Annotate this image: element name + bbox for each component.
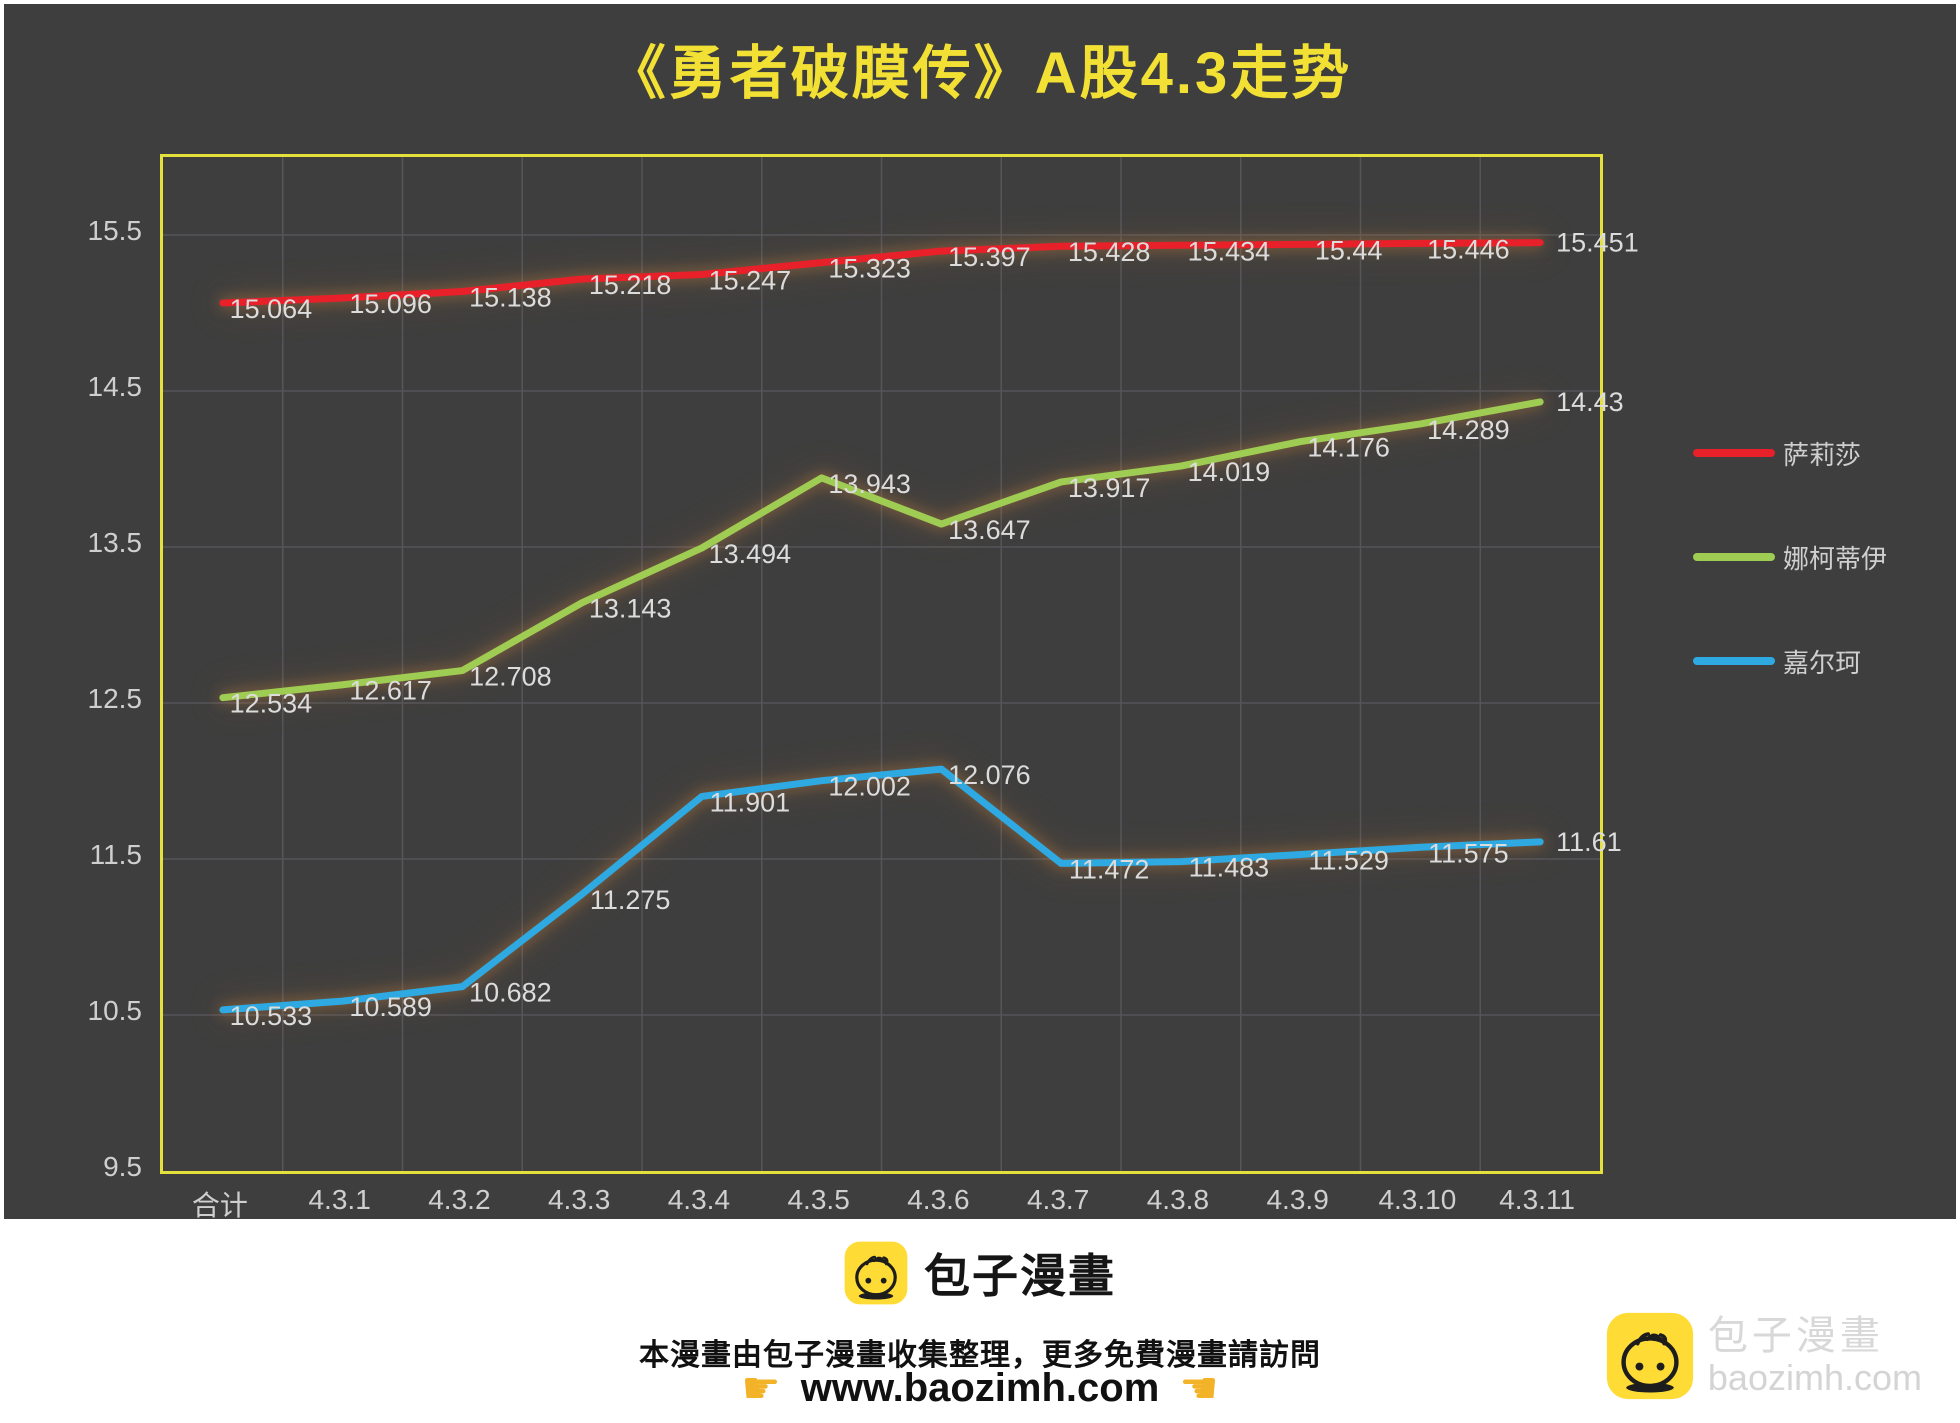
data-point-label: 11.575 — [1428, 838, 1509, 868]
data-point-label: 13.647 — [948, 515, 1031, 545]
x-tick-label: 4.3.2 — [428, 1184, 491, 1215]
data-point-label: 12.534 — [230, 689, 313, 719]
data-point-label: 12.708 — [469, 662, 552, 692]
series-line — [219, 398, 1544, 702]
x-tick-label: 4.3.5 — [787, 1184, 850, 1215]
x-tick-label: 合计 — [191, 1190, 248, 1221]
data-point-label: 13.494 — [709, 539, 792, 569]
y-tick-label: 14.5 — [87, 371, 143, 402]
x-tick-label: 4.3.3 — [547, 1184, 611, 1215]
data-point-label: 11.472 — [1069, 854, 1150, 884]
data-point-label: 15.247 — [709, 265, 792, 295]
footer-brand-row: 包子漫畫 — [0, 1240, 1960, 1306]
pointing-left-icon: ☚ — [1179, 1363, 1219, 1413]
data-point-label: 15.451 — [1556, 228, 1639, 258]
legend-swatch — [1693, 449, 1775, 457]
data-point-label: 12.617 — [349, 676, 432, 706]
y-tick-label: 13.5 — [87, 527, 143, 558]
footer-note: 本漫畫由包子漫畫收集整理，更多免費漫畫請訪問 — [639, 1339, 1321, 1372]
data-point-label: 15.323 — [828, 254, 911, 284]
x-tick-label: 4.3.9 — [1266, 1184, 1329, 1215]
y-tick-label: 9.5 — [103, 1151, 142, 1182]
data-point-label: 15.064 — [230, 294, 313, 324]
x-tick-label: 4.3.10 — [1378, 1184, 1457, 1215]
y-tick-label: 10.5 — [87, 995, 143, 1026]
baozi-logo-icon — [844, 1241, 908, 1305]
data-point-label: 13.943 — [828, 469, 911, 499]
data-point-label: 11.61 — [1556, 827, 1622, 857]
y-tick-label: 15.5 — [87, 215, 143, 246]
legend-swatch — [1693, 657, 1775, 665]
series-line — [219, 239, 1544, 307]
data-point-label: 15.397 — [948, 242, 1031, 272]
plot-area: 15.064 15.096 15.138 15.218 15.247 15.323 15.3… — [160, 154, 1639, 1174]
x-tick-label: 4.3.11 — [1499, 1184, 1576, 1215]
legend-item: 萨莉莎 — [1693, 436, 1887, 470]
data-point-label: 11.901 — [710, 787, 791, 817]
legend-swatch — [1693, 553, 1775, 561]
x-tick-label: 4.3.6 — [907, 1184, 970, 1215]
data-point-label: 13.143 — [589, 594, 672, 624]
data-point-label: 15.138 — [469, 282, 552, 312]
data-point-label: 14.289 — [1427, 415, 1510, 445]
watermark-brand: 包子漫畫 — [1707, 1314, 1884, 1359]
x-tick-label: 4.3.8 — [1146, 1184, 1210, 1215]
data-point-label: 13.917 — [1068, 473, 1151, 503]
footer-url-row: ☛ www.baozimh.com ☚ — [0, 1366, 1960, 1411]
x-tick-label: 4.3.1 — [308, 1184, 371, 1215]
data-point-label: 11.483 — [1189, 853, 1270, 883]
legend-item: 嘉尔珂 — [1693, 644, 1887, 678]
data-point-label: 10.589 — [349, 992, 432, 1022]
data-point-label: 15.446 — [1427, 234, 1510, 264]
x-tick-label: 4.3.7 — [1026, 1184, 1090, 1215]
data-point-label: 11.529 — [1308, 845, 1389, 875]
data-point-label: 14.43 — [1556, 387, 1624, 417]
data-point-label: 12.076 — [948, 760, 1031, 790]
baozi-logo-icon — [1606, 1312, 1694, 1400]
data-point-label: 15.434 — [1188, 236, 1271, 266]
series-line — [219, 765, 1544, 1014]
data-point-label: 15.428 — [1068, 237, 1151, 267]
data-point-label: 12.002 — [828, 772, 911, 802]
data-point-label: 15.44 — [1315, 235, 1383, 265]
chart-panel: 《勇者破膜传》A股4.3走势 15.064 15.096 15.138 15.218 1… — [4, 4, 1956, 1221]
data-point-label: 15.218 — [589, 270, 672, 300]
x-tick-label: 4.3.4 — [667, 1184, 731, 1215]
data-point-label: 11.275 — [590, 885, 671, 915]
watermark: 包子漫畫 baozimh.com — [1606, 1312, 1922, 1400]
legend: 萨莉莎娜柯蒂伊嘉尔珂 — [1693, 436, 1887, 678]
data-point-label: 14.176 — [1307, 433, 1390, 463]
data-point-label: 14.019 — [1188, 457, 1271, 487]
footer-url[interactable]: www.baozimh.com — [800, 1366, 1160, 1410]
y-tick-label: 12.5 — [87, 683, 143, 714]
watermark-domain: baozimh.com — [1707, 1357, 1922, 1399]
data-point-label: 10.682 — [469, 978, 552, 1008]
legend-label: 萨莉莎 — [1783, 439, 1862, 470]
footer-brand-text: 包子漫畫 — [924, 1250, 1116, 1302]
data-point-label: 15.096 — [349, 289, 432, 319]
data-point-label: 10.533 — [230, 1001, 313, 1031]
y-tick-label: 11.5 — [89, 839, 142, 870]
chart-canvas: 15.064 15.096 15.138 15.218 15.247 15.323 15.3… — [163, 157, 1639, 1171]
chart-title: 《勇者破膜传》A股4.3走势 — [607, 41, 1353, 106]
legend-item: 娜柯蒂伊 — [1693, 540, 1887, 574]
pointing-right-icon: ☛ — [741, 1363, 781, 1413]
legend-label: 嘉尔珂 — [1783, 647, 1862, 678]
legend-label: 娜柯蒂伊 — [1783, 543, 1888, 574]
